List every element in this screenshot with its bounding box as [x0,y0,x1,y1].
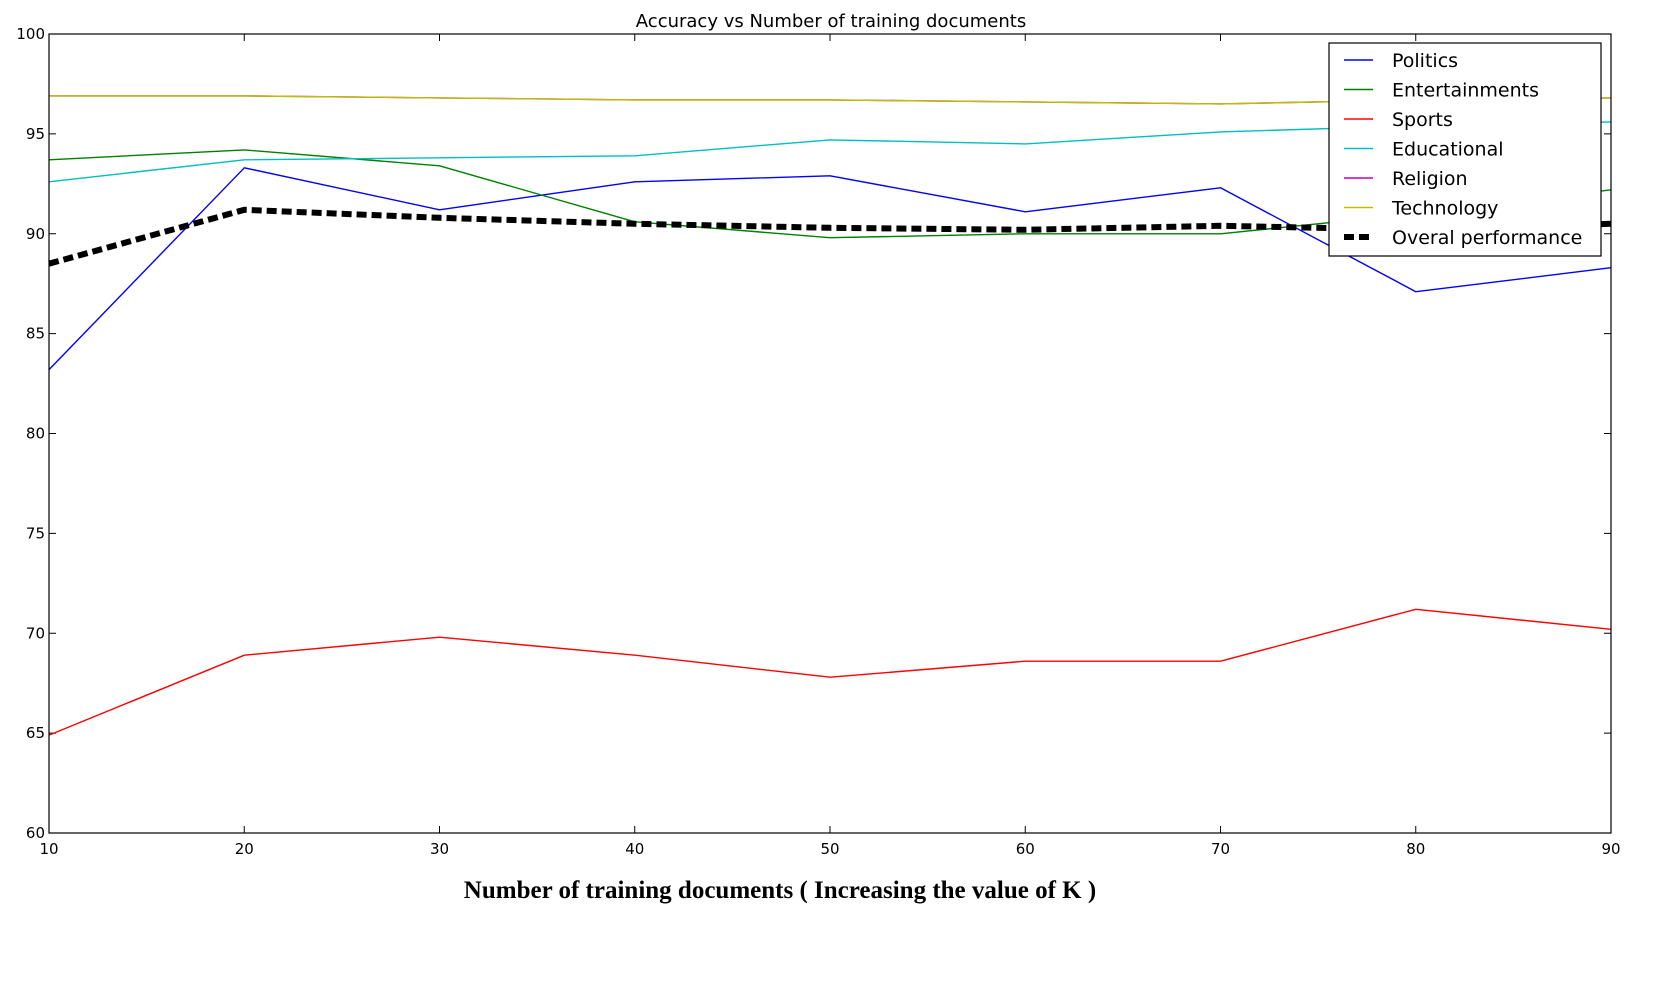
legend-label: Technology [1391,198,1498,220]
x-tick-label: 10 [39,840,58,858]
series-line-sports [48,608,1612,736]
series-line-politics [48,167,1612,371]
x-tick-label: 20 [235,840,254,858]
legend: Politics Entertainments Sports Educational R… [1328,42,1602,257]
y-tick-label: 100 [16,25,45,43]
legend-label: Entertainments [1392,80,1539,102]
y-tick-label: 60 [26,824,45,842]
y-tick-label: 90 [26,225,45,243]
x-tick-label: 30 [430,840,449,858]
y-tick-label: 65 [26,724,45,742]
legend-label: Politics [1392,50,1458,72]
x-tick-label: 40 [625,840,644,858]
y-tick-label: 95 [26,125,45,143]
legend-label: Sports [1392,109,1453,131]
plot-area-frame [48,33,1612,834]
x-tick-label: 90 [1601,840,1620,858]
y-tick-label: 75 [26,524,45,542]
legend-label: Overal performance [1392,227,1582,249]
y-tick-label: 70 [26,624,45,642]
x-tick-label: 50 [820,840,839,858]
chart-title: Accuracy vs Number of training documents [636,11,1026,32]
x-tick-label: 70 [1211,840,1230,858]
x-tick-label: 80 [1406,840,1425,858]
x-axis-label: Number of training documents ( Increasin… [464,877,1096,904]
axis-ticks: 10 20 30 40 50 60 70 80 90 60 65 70 75 80 85 90 95 100 [16,25,1620,858]
legend-box [1328,42,1602,257]
legend-label: Religion [1392,168,1468,190]
y-tick-label: 85 [26,325,45,343]
y-tick-label: 80 [26,425,45,443]
x-tick-label: 60 [1016,840,1035,858]
legend-label: Educational [1392,139,1504,161]
